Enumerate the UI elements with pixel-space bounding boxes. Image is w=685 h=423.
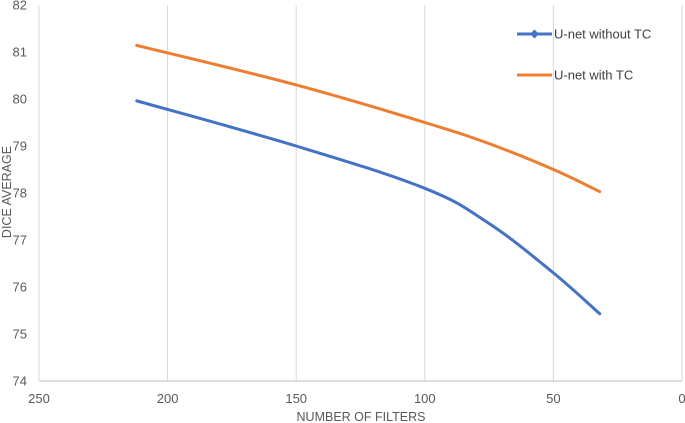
x-tick-label: 150 xyxy=(285,391,307,406)
legend-marker-diamond xyxy=(530,29,539,39)
series-2-point xyxy=(488,142,491,145)
series-line-2 xyxy=(135,43,602,194)
series-2-point xyxy=(135,44,138,47)
y-tick-label: 81 xyxy=(13,45,27,60)
legend-label-2: U-net with TC xyxy=(554,68,633,83)
legend: U-net without TC U-net with TC xyxy=(517,27,651,83)
series-2-point xyxy=(598,190,601,193)
gridlines xyxy=(38,5,683,381)
tick-labels: 250 200 150 100 50 0 74 75 76 77 78 79 80 81 82 xyxy=(13,0,685,406)
series-1-point xyxy=(598,312,601,315)
x-tick-label: 250 xyxy=(28,391,50,406)
x-axis-title: NUMBER OF FILTERS xyxy=(297,410,426,423)
y-tick-label: 80 xyxy=(13,92,27,107)
y-tick-label: 76 xyxy=(13,280,27,295)
y-tick-label: 74 xyxy=(13,374,27,389)
x-tick-label: 200 xyxy=(157,391,179,406)
legend-label-1: U-net without TC xyxy=(554,27,651,42)
series-lines xyxy=(135,43,602,316)
x-tick-label: 100 xyxy=(414,391,436,406)
y-tick-label: 82 xyxy=(13,0,27,13)
series-2-point xyxy=(295,83,298,86)
y-tick-label: 79 xyxy=(13,139,27,154)
series-line-1 xyxy=(135,99,602,316)
series-1-point xyxy=(488,222,491,225)
series-1-point xyxy=(423,187,426,190)
y-tick-label: 75 xyxy=(13,327,27,342)
y-axis-title: DICE AVERAGE xyxy=(0,146,14,238)
x-tick-label: 0 xyxy=(678,391,685,406)
y-tick-label: 78 xyxy=(13,186,27,201)
series-1-point xyxy=(552,271,555,274)
x-tick-label: 50 xyxy=(546,391,560,406)
series-2-point xyxy=(552,168,555,171)
series-1-point xyxy=(135,99,138,102)
series-1-point xyxy=(295,145,298,148)
y-tick-label: 77 xyxy=(13,233,27,248)
series-2-point xyxy=(423,121,426,124)
